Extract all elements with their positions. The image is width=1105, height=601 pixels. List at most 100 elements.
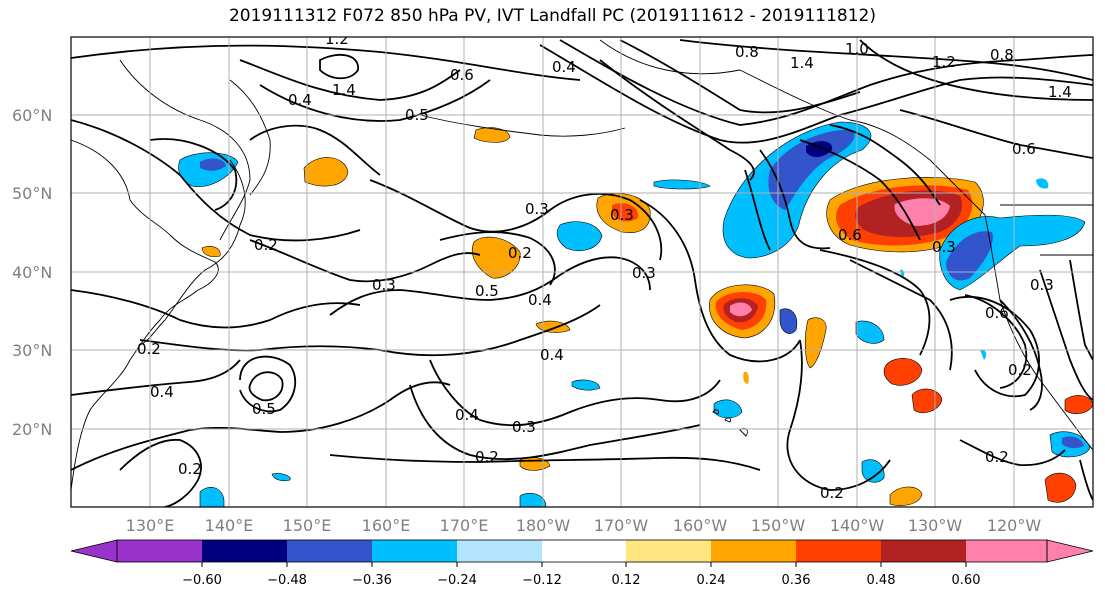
lon-label: 150°W [751, 516, 806, 535]
pv-contour-line [239, 355, 297, 413]
colorbar-segment [117, 540, 202, 562]
colorbar-segment [542, 540, 626, 562]
colorbar-segment [457, 540, 542, 562]
colorbar-segment-min-extend [70, 539, 118, 563]
lat-label: 30°N [12, 341, 52, 360]
pv-contour-line [239, 59, 461, 101]
pv-negative-area [768, 129, 855, 210]
contour-label: 0.6 [450, 66, 474, 84]
pv-contour-line [999, 299, 1043, 411]
pv-contour-line [71, 119, 361, 242]
pv-negative-area [861, 459, 885, 483]
lon-label: 180°W [516, 516, 571, 535]
pv-contour-line [759, 149, 831, 250]
contour-label: 0.6 [1012, 140, 1036, 158]
colorbar: −0.60 −0.48 −0.36 −0.24 −0.12 0.12 0.24 … [70, 539, 1094, 588]
pv-negative-area [200, 158, 226, 171]
lon-label: 140°E [205, 516, 254, 535]
colorbar-tick-label: −0.48 [267, 573, 307, 588]
contour-labels: 1.2 1.4 0.6 0.5 0.4 0.8 1.0 1.4 1.2 0.8 … [137, 30, 1072, 502]
contour-label: 0.3 [525, 200, 549, 218]
colorbar-tick-label: 0.60 [952, 573, 981, 588]
pv-contours [71, 39, 1093, 507]
pv-negative-area [855, 320, 885, 344]
pv-contour-line [149, 138, 238, 211]
contour-label: 0.3 [632, 264, 656, 282]
pv-negative-area [271, 473, 291, 482]
contour-label: 0.3 [932, 238, 956, 256]
lat-label: 60°N [12, 106, 52, 125]
pv-contour-line [119, 438, 202, 507]
pv-positive-area [743, 371, 749, 384]
pv-positive-area [730, 302, 752, 317]
colorbar-tick-label: −0.60 [182, 573, 222, 588]
contour-label: 0.2 [475, 448, 499, 466]
contour-label: 1.2 [325, 30, 349, 48]
pv-contour-line [744, 169, 771, 251]
colorbar-segment [202, 540, 287, 562]
lat-axis: 60°N 50°N 40°N 30°N 20°N [12, 106, 52, 439]
lat-label: 40°N [12, 263, 52, 282]
pv-negative-area [779, 308, 798, 334]
colorbar-tick-label: 0.24 [697, 573, 726, 588]
asia-coastline [119, 59, 251, 241]
lon-label: 150°E [283, 516, 332, 535]
pv-contour-line [71, 289, 361, 329]
contour-label: 0.2 [508, 244, 532, 262]
contour-label: 0.2 [1008, 361, 1032, 379]
contour-label: 0.2 [820, 484, 844, 502]
pv-contour-line [539, 44, 1093, 144]
colorbar-segment [287, 540, 372, 562]
map-frame [70, 36, 1094, 508]
pv-contour-line [248, 371, 284, 402]
contour-label: 0.3 [1030, 276, 1054, 294]
lon-label: 140°W [830, 516, 885, 535]
pv-contour-line [679, 39, 1093, 81]
coastlines [71, 39, 1093, 491]
contour-label: 0.8 [990, 46, 1014, 64]
pv-contour-line [829, 124, 941, 206]
colorbar-segment [966, 540, 1047, 562]
contour-label: 1.4 [332, 81, 356, 99]
contour-label: 0.2 [985, 448, 1009, 466]
contour-label: 0.4 [552, 58, 576, 76]
contour-label: 1.2 [932, 53, 956, 71]
lon-label: 120°W [987, 516, 1042, 535]
contour-label: 0.4 [528, 291, 552, 309]
contour-label: 0.2 [178, 460, 202, 478]
colorbar-tick-label: −0.24 [437, 573, 477, 588]
colorbar-segment [796, 540, 881, 562]
contour-label: 1.4 [790, 54, 814, 72]
pv-contour-line [259, 79, 491, 122]
colorbar-ticks [201, 562, 967, 567]
pv-contour-line [819, 249, 931, 356]
colorbar-segment [881, 540, 966, 562]
lat-label: 50°N [12, 184, 52, 203]
colorbar-segment [372, 540, 457, 562]
pv-contour-line [639, 199, 801, 363]
colorbar-frame [116, 539, 1048, 563]
pv-contour-line [409, 384, 701, 460]
pv-contour-line [329, 454, 761, 471]
contour-label: 0.6 [838, 226, 862, 244]
contour-label: 0.4 [150, 383, 174, 401]
colorbar-tick-label: 0.12 [612, 573, 641, 588]
pv-positive-area [889, 486, 923, 506]
pv-negative-area [1062, 436, 1084, 449]
contour-label: 0.4 [455, 406, 479, 424]
lat-label: 20°N [12, 420, 52, 439]
na-coastline [984, 214, 1093, 451]
pv-contour-line [319, 53, 359, 80]
contour-label: 0.5 [475, 282, 499, 300]
pv-positive-area [804, 317, 827, 369]
lon-label: 160°W [673, 516, 728, 535]
colorbar-tick-label: 0.36 [782, 573, 811, 588]
pv-contour-line [71, 381, 451, 471]
contour-label: 0.4 [288, 91, 312, 109]
colorbar-tick-label: −0.36 [352, 573, 392, 588]
contour-label: 0.3 [512, 418, 536, 436]
pv-positive-area [201, 246, 221, 258]
pv-negative-area [653, 179, 711, 190]
colorbar-segment [626, 540, 711, 562]
pv-positive-area [303, 157, 349, 187]
